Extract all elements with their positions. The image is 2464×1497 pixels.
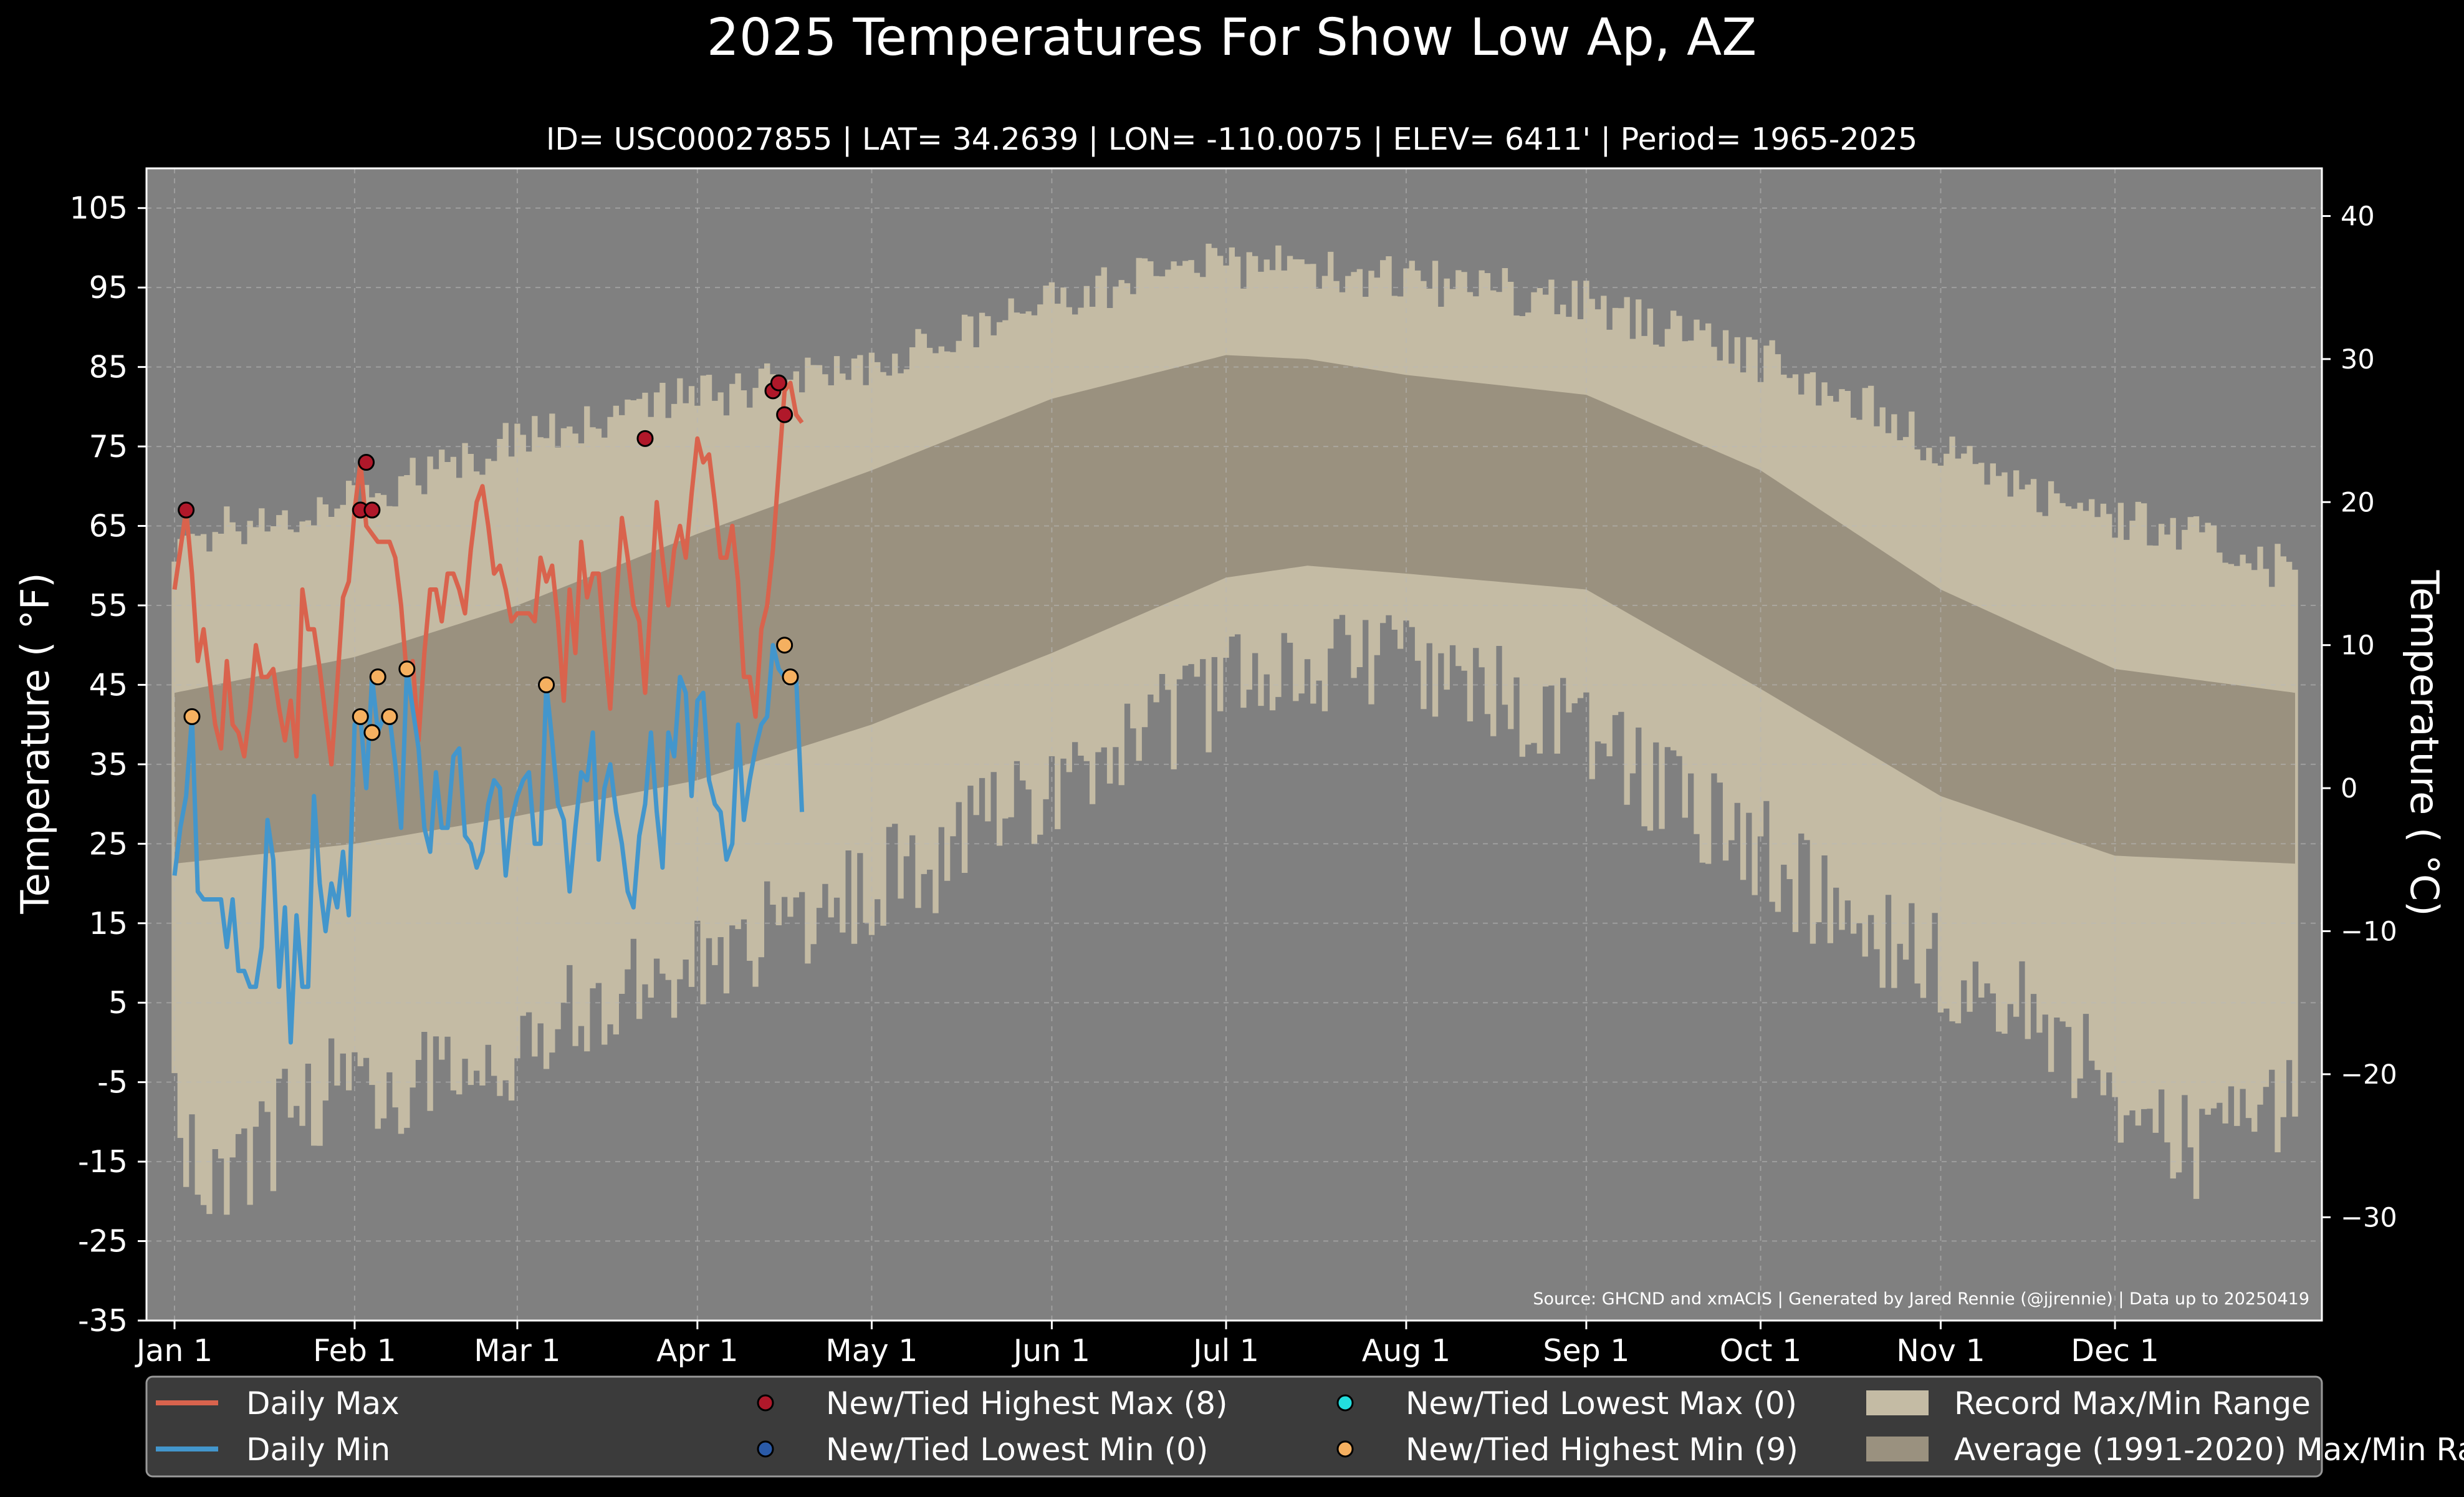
y-tick-label-right: −30 <box>2341 1202 2397 1233</box>
record-high-max-point <box>358 454 375 471</box>
y-tick-label-right: 30 <box>2341 344 2375 375</box>
y-ticks-left: 105 95 85 75 65 55 45 35 25 15 5 -5 -15 -25 -35 <box>69 191 146 1339</box>
chart-subtitle: ID= USC00027855 | LAT= 34.2639 | LON= -1… <box>546 122 1917 157</box>
source-text: Source: GHCND and xmACIS | Generated by … <box>1533 1289 2309 1309</box>
x-tick-label: Oct 1 <box>1720 1333 1801 1369</box>
y-tick-label-right: 20 <box>2341 487 2375 518</box>
y-tick-label: 85 <box>89 350 128 385</box>
y-tick-label: -25 <box>78 1224 128 1259</box>
x-tick-label: Apr 1 <box>656 1333 739 1369</box>
record-high-min-point <box>381 708 398 725</box>
x-tick-label: Jan 1 <box>135 1333 213 1369</box>
legend-label: Record Max/Min Range <box>1954 1385 2311 1422</box>
y-axis-label-left: Temperature ( °F) <box>12 572 58 914</box>
y-axis-label-right: Temperature ( °C) <box>2402 570 2447 917</box>
y-tick-label: 15 <box>89 906 128 941</box>
legend-label: New/Tied Lowest Max (0) <box>1406 1385 1797 1422</box>
record-high-min-point <box>363 724 381 741</box>
y-tick-label: 105 <box>69 191 128 226</box>
record-high-min-point <box>538 676 555 693</box>
legend-marker-swatch <box>757 1394 774 1412</box>
y-ticks-right: 40 30 20 10 0 −10 −20 −30 <box>2322 201 2397 1233</box>
legend-label: Daily Max <box>246 1385 400 1422</box>
y-tick-label-right: −20 <box>2341 1059 2397 1090</box>
legend-label: Average (1991-2020) Max/Min Range <box>1954 1432 2464 1468</box>
x-tick-label: Mar 1 <box>474 1333 560 1369</box>
chart-title: 2025 Temperatures For Show Low Ap, AZ <box>707 8 1757 67</box>
x-tick-label: Nov 1 <box>1896 1333 1985 1369</box>
y-tick-label: 55 <box>89 588 128 623</box>
legend-label: New/Tied Highest Min (9) <box>1406 1432 1798 1468</box>
legend-patch-swatch <box>1866 1390 1929 1415</box>
x-tick-label: Jul 1 <box>1191 1333 1259 1369</box>
y-tick-label: -5 <box>97 1065 128 1100</box>
record-high-max-point <box>363 501 381 519</box>
record-high-min-point <box>352 708 369 725</box>
record-high-max-point <box>178 501 195 519</box>
legend-label: New/Tied Lowest Min (0) <box>826 1432 1208 1468</box>
daily-max-line <box>172 380 804 767</box>
plot-area <box>145 167 2323 1322</box>
record-high-min-point <box>398 660 416 678</box>
legend-box <box>145 1375 2323 1478</box>
y-tick-label: -35 <box>78 1303 128 1339</box>
x-tick-label: Feb 1 <box>313 1333 396 1369</box>
legend: Daily Max Daily Min New/Tied Highest Max (… <box>145 1375 2464 1478</box>
legend-label: Daily Min <box>246 1432 390 1468</box>
y-tick-label: 45 <box>89 667 128 703</box>
y-tick-label-right: 0 <box>2341 773 2357 804</box>
x-tick-label: Jun 1 <box>1012 1333 1090 1369</box>
legend-marker-swatch <box>1336 1440 1354 1458</box>
daily-min-line <box>172 643 805 1045</box>
record-high-min-point <box>776 637 793 654</box>
record-high-min-point <box>183 708 201 725</box>
y-tick-label: 65 <box>89 509 128 544</box>
record-high-max-point <box>776 406 793 423</box>
y-tick-label: 95 <box>89 270 128 306</box>
legend-patch-swatch <box>1866 1437 1929 1461</box>
plot-frame <box>145 167 2323 1322</box>
x-tick-label: Aug 1 <box>1362 1333 1450 1369</box>
y-tick-label: -15 <box>78 1144 128 1180</box>
x-ticks: Jan 1 Feb 1 Mar 1 Apr 1 May 1 Jun 1 Jul 1 Aug 1… <box>135 1321 2159 1369</box>
record-high-min-point <box>782 668 799 686</box>
legend-marker-swatch <box>757 1440 774 1458</box>
y-tick-label-right: 10 <box>2341 630 2375 662</box>
record-high-max-point <box>636 430 654 447</box>
record-high-max-point <box>770 374 787 392</box>
y-tick-label: 35 <box>89 747 128 782</box>
x-tick-label: May 1 <box>825 1333 918 1369</box>
x-tick-label: Dec 1 <box>2071 1333 2159 1369</box>
y-tick-label: 5 <box>108 985 128 1021</box>
x-tick-label: Sep 1 <box>1543 1333 1629 1369</box>
legend-marker-swatch <box>1336 1394 1354 1412</box>
y-tick-label: 75 <box>89 429 128 465</box>
y-tick-label-right: 40 <box>2341 201 2375 232</box>
y-tick-label: 25 <box>89 826 128 862</box>
legend-label: New/Tied Highest Max (8) <box>826 1385 1228 1422</box>
record-high-min-point <box>369 668 386 686</box>
y-tick-label-right: −10 <box>2341 917 2397 948</box>
